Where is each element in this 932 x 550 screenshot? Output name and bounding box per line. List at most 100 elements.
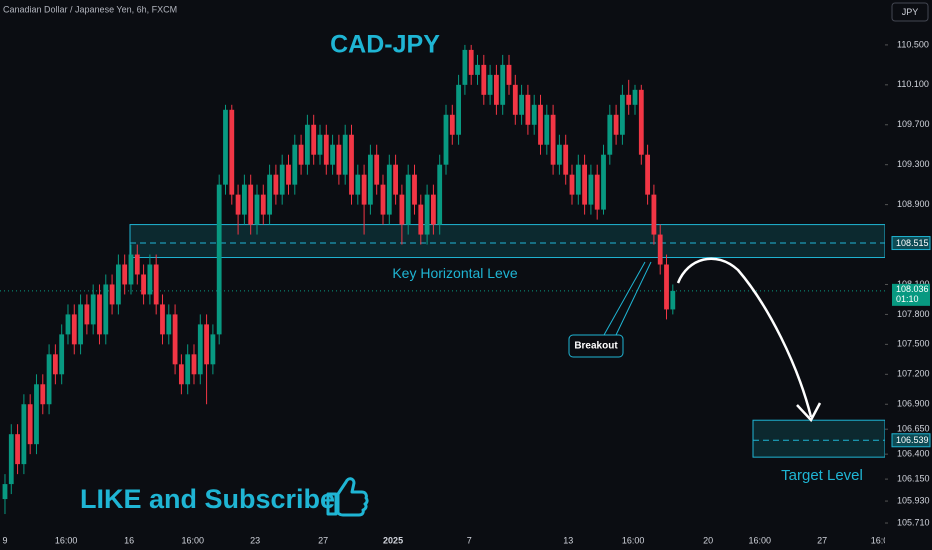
candle-body [405, 174, 411, 225]
y-tick-label: 110.100 [897, 79, 929, 89]
candle-body [27, 404, 33, 445]
candle-body [506, 64, 512, 85]
candle-body [443, 114, 449, 165]
candle-body [292, 144, 298, 185]
candle-body [380, 184, 386, 215]
currency-button[interactable] [891, 2, 929, 22]
candle-body [557, 144, 562, 165]
candle-body [298, 144, 304, 165]
candle-body [279, 164, 285, 195]
candle-body [128, 254, 134, 285]
candle-body [544, 114, 550, 145]
candle-body [248, 184, 254, 225]
candle-body [191, 354, 197, 375]
candle-body [21, 404, 27, 465]
zone-label: Target Level [781, 467, 863, 484]
callout-line [603, 261, 646, 336]
candle-body [78, 304, 83, 345]
candle-body [500, 64, 506, 105]
candle-body [216, 184, 222, 335]
candle-body [367, 154, 373, 205]
y-tick-label: 106.150 [897, 473, 930, 483]
callout-box [568, 334, 624, 358]
candle-body [638, 89, 644, 155]
candle-body [52, 354, 58, 375]
y-tick-label: 106.400 [897, 449, 930, 459]
y-tick-label: 107.500 [897, 339, 930, 349]
candle-body [525, 94, 531, 125]
candle-body [531, 104, 537, 125]
candle-body [563, 144, 569, 175]
candle-body [223, 109, 228, 185]
candle-body [588, 174, 594, 205]
candle-body [2, 484, 8, 500]
candle-body [197, 324, 203, 375]
candle-body [109, 284, 115, 305]
x-tick-label: 9 [2, 535, 7, 545]
x-tick-label: 16:00 [55, 535, 78, 545]
candle-body [153, 264, 159, 305]
candle-body [620, 94, 625, 135]
level-tag [891, 236, 931, 251]
candle-body [65, 314, 71, 335]
candle-body [430, 194, 436, 225]
last-price-label: 108.036 [896, 284, 929, 294]
last-price-tag [892, 283, 930, 306]
candle-body [670, 290, 676, 310]
candle-body [342, 134, 348, 175]
candle-body [260, 194, 266, 215]
plot-area: Key Horizontal Leve Target Level [0, 44, 886, 515]
arrow-head [796, 402, 822, 423]
candle-body [481, 64, 487, 95]
candle-body [267, 174, 272, 215]
candle-body [437, 164, 443, 225]
candle-body [90, 294, 96, 325]
level-tag-label: 108.515 [896, 238, 929, 248]
candle-body [235, 194, 241, 215]
candle-body [8, 434, 14, 485]
candle-body [569, 174, 575, 195]
candle-body [361, 174, 367, 205]
x-tick-label: 16:00 [871, 535, 894, 545]
candle-body [626, 94, 632, 105]
candle-body [286, 164, 291, 185]
x-tick-label: 23 [250, 535, 260, 545]
y-tick-label: 106.650 [897, 424, 930, 434]
candle-body [412, 174, 417, 205]
candle-body [103, 284, 109, 335]
candle-body [449, 114, 455, 135]
candle-body [84, 304, 90, 325]
candle-body [607, 114, 613, 155]
candle-body [399, 194, 405, 225]
x-tick-label: 20 [703, 535, 713, 545]
candle-body [386, 164, 392, 215]
candle-body [632, 89, 638, 105]
symbol-header: Canadian Dollar / Japanese Yen, 6h, FXCM [3, 4, 177, 14]
candle-body [46, 354, 52, 405]
candle-body [317, 134, 323, 155]
x-tick-label: 27 [318, 535, 328, 545]
candle-body [172, 314, 178, 365]
subtitle: LIKE and Subscribe [80, 484, 335, 514]
candle-body [254, 194, 260, 225]
axis-background [0, 535, 932, 550]
y-tick-label: 107.200 [897, 369, 930, 379]
zone [129, 224, 886, 259]
y-tick-label: 106.900 [897, 399, 930, 409]
candle-body [323, 134, 329, 165]
candle-body [393, 164, 398, 195]
x-tick-label: 16:00 [748, 535, 771, 545]
candle-body [418, 204, 424, 235]
candle-body [204, 324, 209, 365]
candle-body [34, 384, 39, 445]
y-tick-label: 105.930 [897, 495, 930, 505]
candle-body [575, 164, 581, 195]
projection-arrow [676, 257, 813, 418]
candle-body [185, 354, 191, 385]
candle-body [538, 104, 543, 145]
candle-body [311, 124, 317, 155]
currency-label[interactable]: JPY [902, 7, 919, 17]
candle-body [40, 384, 46, 405]
